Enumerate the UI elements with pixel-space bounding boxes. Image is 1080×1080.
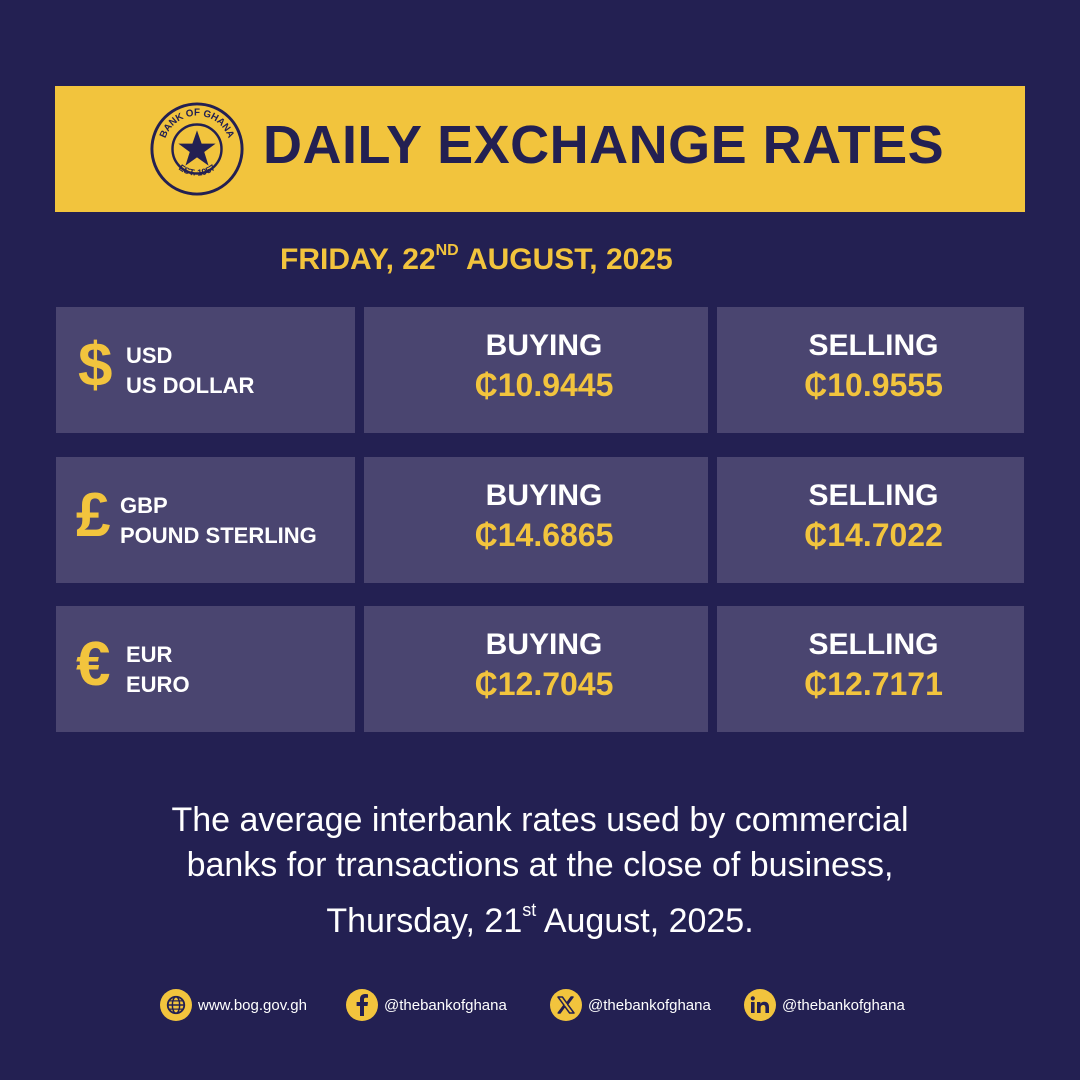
footnote-line-1: The average interbank rates used by comm… [171,801,909,839]
selling-rate: ₵14.7022 [804,517,943,553]
buying-cell: BUYING ₵10.9445 [364,307,708,433]
facebook-handle: @thebankofghana [384,996,507,1014]
buying-cell: BUYING ₵14.6865 [364,457,708,583]
facebook-link[interactable]: @thebankofghana [346,988,507,1022]
selling-cell: SELLING ₵14.7022 [717,457,1024,583]
selling-cell: SELLING ₵10.9555 [717,307,1024,433]
buying-rate: ₵12.7045 [474,666,614,702]
currency-label: USD US DOLLAR [126,341,254,401]
footnote-line-2: banks for transactions at the close of b… [186,846,894,884]
currency-name: POUND STERLING [120,523,317,548]
website-text: www.bog.gov.gh [198,996,307,1014]
euro-icon: € [76,630,111,699]
currency-code: EUR [126,642,173,667]
date-heading: FRIDAY, 22ND AUGUST, 2025 [280,242,673,277]
dollar-icon: $ [78,331,113,400]
footnote: The average interbank rates used by comm… [60,798,1020,944]
currency-code: USD [126,343,173,368]
selling-rate: ₵10.9555 [804,367,943,403]
currency-cell: $ USD US DOLLAR [56,307,355,433]
page-title: DAILY EXCHANGE RATES [263,115,945,175]
currency-cell: € EUR EURO [56,606,355,732]
buying-label: BUYING [485,479,603,512]
rate-row-usd: $ USD US DOLLAR BUYING ₵10.9445 SELLING … [0,307,1080,433]
svg-text:EST. 1957: EST. 1957 [177,162,217,177]
linkedin-link[interactable]: @thebankofghana [744,988,905,1022]
social-links: www.bog.gov.gh @thebankofghana @thebanko… [0,988,1080,1022]
buying-cell: BUYING ₵12.7045 [364,606,708,732]
selling-cell: SELLING ₵12.7171 [717,606,1024,732]
currency-label: GBP POUND STERLING [120,491,317,551]
rate-row-gbp: £ GBP POUND STERLING BUYING ₵14.6865 SEL… [0,457,1080,583]
currency-name: EURO [126,672,190,697]
x-link[interactable]: @thebankofghana [550,988,711,1022]
title-banner: BANK OF GHANA EST. 1957 DAILY EXCHANGE R… [55,86,1025,212]
pound-icon: £ [76,481,111,550]
linkedin-icon [744,989,776,1021]
website-link[interactable]: www.bog.gov.gh [160,988,307,1022]
footnote-date-day: Thursday, 21 [326,902,523,940]
currency-code: GBP [120,493,168,518]
date-ordinal: ND [435,242,459,259]
footnote-line-3: Thursday, 21st August, 2025. [60,888,1020,944]
rate-row-eur: € EUR EURO BUYING ₵12.7045 SELLING ₵12.7… [0,606,1080,732]
currency-name: US DOLLAR [126,373,255,398]
bank-of-ghana-seal-icon: BANK OF GHANA EST. 1957 [148,100,246,198]
buying-label: BUYING [485,329,603,362]
seal-text-bottom: EST. 1957 [177,162,217,177]
facebook-icon [346,989,378,1021]
currency-label: EUR EURO [126,640,190,700]
footnote-date-ordinal: st [522,900,537,920]
selling-label: SELLING [808,628,939,661]
selling-label: SELLING [808,479,939,512]
globe-icon [160,989,192,1021]
linkedin-handle: @thebankofghana [782,996,905,1014]
buying-rate: ₵10.9445 [474,367,614,403]
x-icon [550,989,582,1021]
buying-rate: ₵14.6865 [474,517,614,553]
currency-cell: £ GBP POUND STERLING [56,457,355,583]
x-handle: @thebankofghana [588,996,711,1014]
footnote-date-rest: August, 2025. [536,902,754,940]
date-month-year: AUGUST, 2025 [458,243,673,276]
buying-label: BUYING [485,628,603,661]
selling-rate: ₵12.7171 [804,666,943,702]
date-day: FRIDAY, 22 [280,243,436,276]
selling-label: SELLING [808,329,939,362]
